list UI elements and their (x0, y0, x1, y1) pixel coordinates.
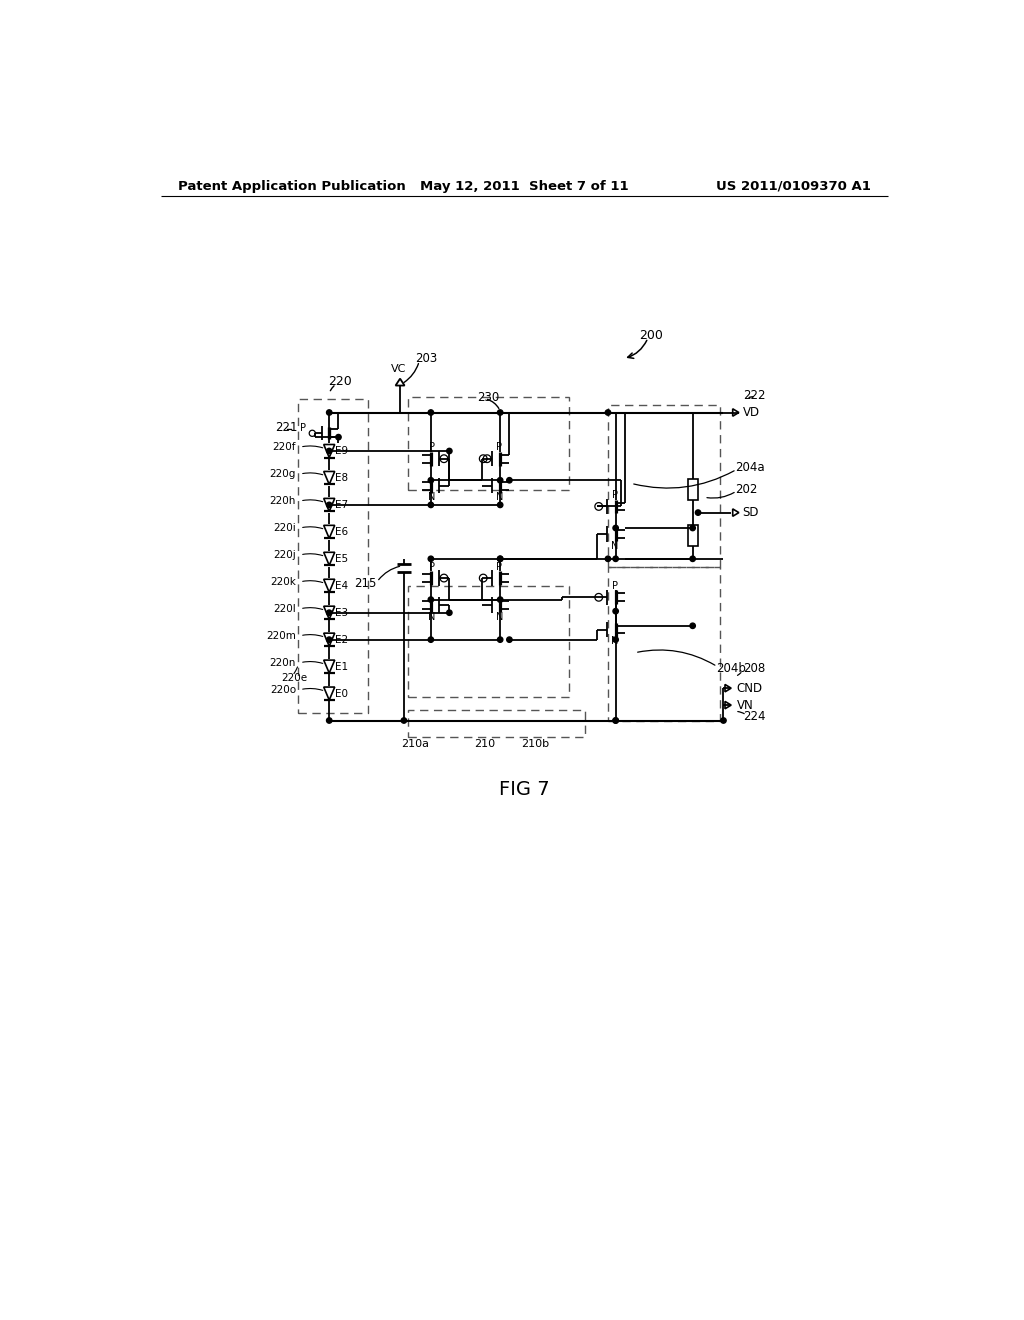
Text: 220i: 220i (273, 523, 296, 533)
Text: E0: E0 (335, 689, 347, 698)
Text: N: N (611, 541, 618, 550)
Circle shape (690, 556, 695, 561)
Text: 220l: 220l (273, 603, 296, 614)
Text: FIG 7: FIG 7 (500, 780, 550, 800)
Circle shape (613, 638, 618, 643)
Text: 220m: 220m (266, 631, 296, 640)
Circle shape (498, 409, 503, 416)
Text: 222: 222 (742, 389, 765, 403)
Circle shape (428, 556, 433, 561)
Text: 202: 202 (735, 483, 758, 496)
Text: 203: 203 (416, 352, 437, 366)
Text: E4: E4 (335, 581, 348, 591)
Text: 210b: 210b (521, 739, 549, 748)
Text: 220: 220 (329, 375, 352, 388)
Text: 230: 230 (477, 391, 500, 404)
Text: P: P (429, 442, 434, 453)
Circle shape (498, 556, 503, 561)
Circle shape (428, 502, 433, 508)
Text: 208: 208 (742, 663, 765, 676)
Circle shape (690, 525, 695, 531)
Circle shape (327, 718, 332, 723)
Text: E6: E6 (335, 527, 348, 537)
Text: 220h: 220h (269, 496, 296, 506)
Text: 221: 221 (275, 421, 298, 434)
Circle shape (507, 478, 512, 483)
Text: E9: E9 (335, 446, 348, 455)
Text: E5: E5 (335, 554, 348, 564)
Circle shape (507, 638, 512, 643)
Text: 220j: 220j (273, 550, 296, 560)
Text: N: N (496, 611, 503, 622)
Circle shape (336, 434, 341, 440)
Bar (688, 479, 697, 500)
Circle shape (498, 638, 503, 643)
Text: 210a: 210a (401, 739, 429, 748)
Text: E2: E2 (335, 635, 348, 644)
Text: P: P (497, 561, 503, 572)
Text: P: P (612, 581, 617, 591)
Circle shape (498, 502, 503, 508)
Circle shape (428, 478, 433, 483)
Circle shape (695, 510, 700, 515)
Text: 204a: 204a (735, 462, 765, 474)
Text: P: P (429, 561, 434, 572)
Text: E1: E1 (335, 661, 348, 672)
Circle shape (605, 409, 610, 416)
Circle shape (327, 502, 332, 508)
Text: N: N (428, 611, 435, 622)
Circle shape (428, 409, 433, 416)
Bar (688, 525, 697, 546)
Text: 220g: 220g (269, 469, 296, 479)
Text: N: N (428, 492, 435, 502)
Circle shape (446, 610, 452, 615)
Circle shape (498, 478, 503, 483)
Text: VN: VN (736, 698, 754, 711)
Text: E7: E7 (335, 500, 348, 510)
Circle shape (613, 718, 618, 723)
Text: N: N (496, 492, 503, 502)
Text: 215: 215 (354, 577, 377, 590)
Text: E3: E3 (335, 607, 348, 618)
Text: 204b: 204b (716, 661, 745, 675)
Text: 220f: 220f (272, 442, 296, 453)
Circle shape (613, 525, 618, 531)
Text: VC: VC (391, 363, 407, 374)
Circle shape (613, 718, 618, 723)
Text: 210: 210 (474, 739, 496, 748)
Text: VD: VD (742, 407, 760, 418)
Circle shape (327, 638, 332, 643)
Text: 220k: 220k (270, 577, 296, 587)
Text: E8: E8 (335, 473, 348, 483)
Circle shape (428, 597, 433, 602)
Text: N: N (611, 636, 618, 647)
Text: 224: 224 (742, 710, 765, 723)
Circle shape (498, 556, 503, 561)
Text: Patent Application Publication: Patent Application Publication (178, 180, 407, 193)
Text: 220e: 220e (282, 673, 307, 684)
Text: May 12, 2011  Sheet 7 of 11: May 12, 2011 Sheet 7 of 11 (421, 180, 629, 193)
Circle shape (327, 610, 332, 615)
Text: 220o: 220o (270, 685, 296, 694)
Text: P: P (612, 490, 617, 500)
Circle shape (721, 718, 726, 723)
Text: P: P (497, 442, 503, 453)
Circle shape (428, 638, 433, 643)
Circle shape (498, 597, 503, 602)
Text: US 2011/0109370 A1: US 2011/0109370 A1 (717, 180, 871, 193)
Text: P: P (300, 422, 306, 433)
Circle shape (613, 609, 618, 614)
Circle shape (446, 449, 452, 454)
Circle shape (605, 556, 610, 561)
Circle shape (327, 409, 332, 416)
Circle shape (613, 556, 618, 561)
Circle shape (327, 449, 332, 454)
Circle shape (690, 623, 695, 628)
Text: CND: CND (736, 681, 763, 694)
Text: 200: 200 (639, 329, 663, 342)
Text: SD: SD (742, 506, 759, 519)
Text: 220n: 220n (269, 657, 296, 668)
Circle shape (401, 718, 407, 723)
